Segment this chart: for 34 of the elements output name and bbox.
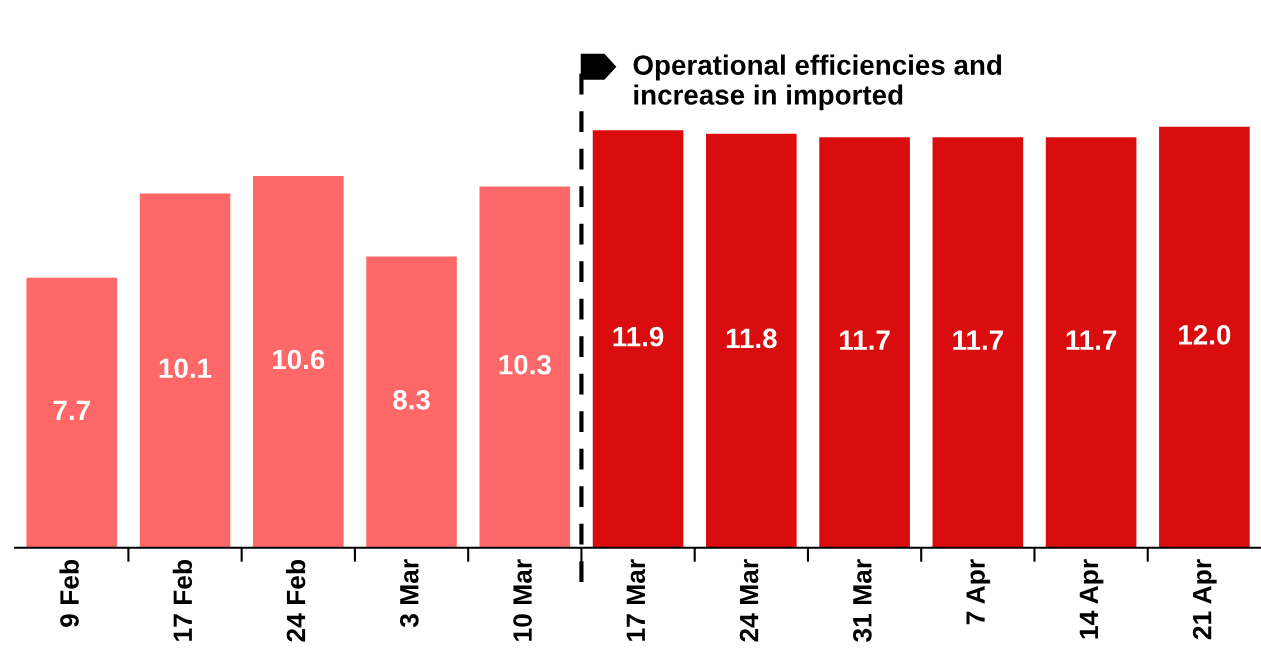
x-tick-label: 3 Mar [399,559,419,628]
bar [479,186,571,548]
bar [366,256,457,548]
data-label: 8.3 [393,389,430,410]
data-label: 10.6 [273,349,325,370]
x-tick-label: 17 Feb [172,559,193,641]
data-label: 11.7 [1066,330,1117,350]
x-tick-label: 9 Feb [59,559,79,627]
bar [592,130,684,548]
x-tick-label: 14 Apr [1079,559,1104,639]
x-tick-label: 31 Mar [852,559,872,642]
data-label: 11.9 [613,326,664,347]
bar [706,133,797,548]
bar [1045,137,1137,548]
x-tick-label: 24 Feb [285,559,306,642]
x-tick-label: 24 Mar [739,559,759,642]
bar [139,193,231,548]
data-label: 11.7 [840,330,890,350]
data-label: 11.8 [726,328,777,349]
data-label: 11.7 [953,330,1003,350]
data-label: 12.0 [1179,325,1231,345]
bar [1159,126,1250,548]
bar [26,277,118,548]
x-tick-label: 21 Apr [1192,559,1217,640]
bar [819,137,910,548]
x-tick-label: 17 Mar [626,559,646,641]
data-label: 10.3 [499,354,551,375]
x-tick-label: 10 Mar [513,559,532,641]
bar [252,175,344,548]
data-label: 10.1 [159,358,212,379]
x-tick-label: 7 Apr [966,559,991,625]
bar [932,137,1024,548]
data-label: 7.7 [53,400,90,420]
text: Operational efficiencies and increase in imported [633,54,1002,111]
